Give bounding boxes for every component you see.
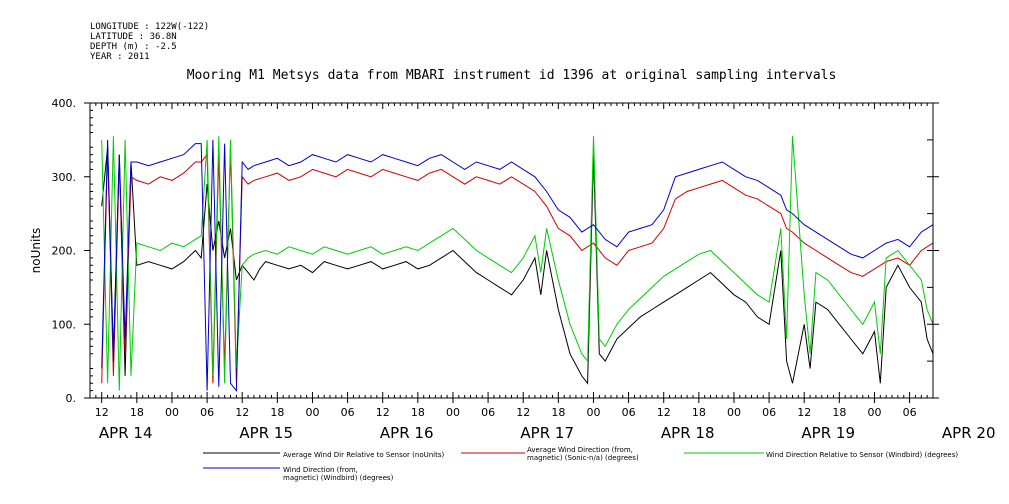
x-tick-label: 12 [797, 406, 811, 419]
x-tick-label: 00 [165, 406, 179, 419]
legend-label-wind-direction-windbird: Wind Direction (from, magnetic) (Windbir… [283, 466, 393, 482]
date-label: APR 17 [520, 424, 574, 442]
x-tick-label: 06 [622, 406, 636, 419]
x-tick-label: 00 [305, 406, 319, 419]
legend-text-line: magnetic) (Sonic-n/a) (degrees) [527, 454, 639, 462]
x-tick-label: 18 [130, 406, 144, 419]
x-tick-label: 12 [95, 406, 109, 419]
legend-text-line: Wind Direction (from, [283, 466, 358, 474]
x-tick-label: 06 [200, 406, 214, 419]
y-tick-label: 0. [66, 392, 77, 405]
x-tick-label: 18 [551, 406, 565, 419]
meta-longitude: LONGITUDE : 122W(-122) [90, 22, 210, 32]
meta-depth: DEPTH (m) : -2.5 [90, 42, 177, 52]
x-tick-label: 06 [481, 406, 495, 419]
series-line-2 [101, 136, 934, 391]
legend-text-line: Average Wind Dir Relative to Sensor (noU… [283, 451, 445, 459]
x-tick-label: 18 [411, 406, 425, 419]
y-tick-label: 200. [52, 245, 77, 258]
legend-label-avg-wind-direction-sonic: Average Wind Direction (from, magnetic) … [527, 446, 639, 462]
legend-text-line: Wind Direction Relative to Sensor (Windb… [766, 451, 959, 459]
meta-year: YEAR : 2011 [90, 52, 150, 62]
legend-label-wind-dir-relative-windbird: Wind Direction Relative to Sensor (Windb… [766, 451, 958, 459]
legend-text-line: magnetic) (Windbird) (degrees) [283, 474, 394, 482]
y-axis-label: noUnits [29, 228, 43, 274]
x-tick-label: 00 [446, 406, 460, 419]
y-tick-label: 300. [52, 171, 77, 184]
meta-latitude: LATITUDE : 36.8N [90, 32, 177, 42]
plot-lines [101, 136, 934, 392]
chart-title: Mooring M1 Metsys data from MBARI instru… [186, 68, 837, 83]
x-tick-label: 00 [586, 406, 600, 419]
date-label: APR 20 [942, 424, 996, 442]
x-tick-label: 12 [657, 406, 671, 419]
legend-text-line: Average Wind Direction (from, [527, 446, 633, 454]
x-tick-label: 06 [341, 406, 355, 419]
date-label: APR 19 [801, 424, 855, 442]
x-tick-label: 12 [376, 406, 390, 419]
metadata-block: LONGITUDE : 122W(-122) LATITUDE : 36.8N DE… [90, 22, 209, 62]
y-tick-label: 400. [52, 97, 77, 110]
date-label: APR 18 [661, 424, 715, 442]
date-label: APR 15 [239, 424, 293, 442]
y-tick-label: 100. [52, 318, 77, 331]
x-tick-label: 06 [762, 406, 776, 419]
x-tick-label: 18 [270, 406, 284, 419]
legend-lines [203, 452, 764, 469]
x-tick-label: 18 [832, 406, 846, 419]
x-axis: 12 18 00 06 12 18 00 06 12 18 00 06 12 18 00 06 12 18 00 06… [89, 103, 996, 442]
y-axis: 0. 100. 200. 300. 400. noUnits [29, 97, 939, 405]
x-tick-label: 00 [867, 406, 881, 419]
series-line-3 [101, 139, 934, 392]
x-tick-label: 12 [516, 406, 530, 419]
x-tick-label: 00 [727, 406, 741, 419]
x-tick-label: 12 [235, 406, 249, 419]
legend-label-avg-wind-dir-relative: Average Wind Dir Relative to Sensor (noU… [283, 451, 444, 459]
x-tick-label: 06 [903, 406, 917, 419]
date-label: APR 14 [99, 424, 153, 442]
x-tick-label: 18 [692, 406, 706, 419]
date-label: APR 16 [380, 424, 434, 442]
